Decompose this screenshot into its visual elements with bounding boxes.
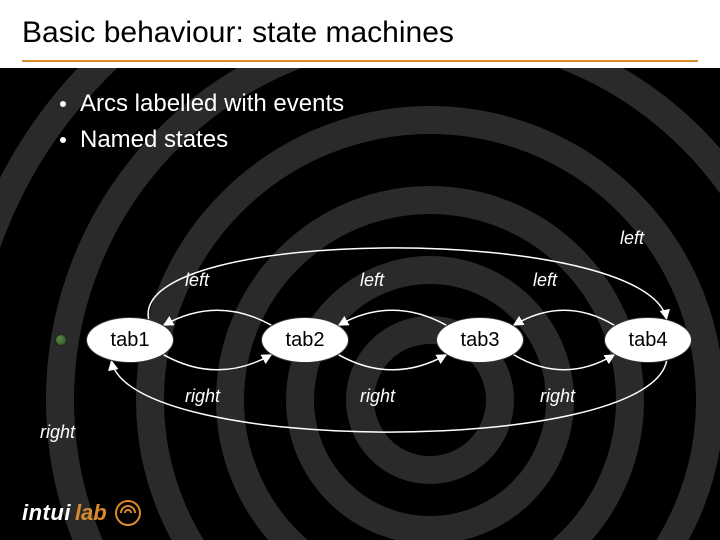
state-node-tab1: tab1	[86, 317, 174, 363]
state-machine-diagram: tab1 tab2 tab3 tab4 right right right left left l…	[0, 210, 720, 470]
title-area: Basic behaviour: state machines	[0, 0, 720, 68]
state-label: tab3	[461, 329, 500, 352]
state-label: tab1	[111, 329, 150, 352]
state-node-tab4: tab4	[604, 317, 692, 363]
bullet-dot-icon	[60, 137, 66, 143]
edge-tab2-tab3	[339, 355, 447, 370]
bullet-dot-icon	[60, 101, 66, 107]
logo-text-intui: intui	[22, 500, 71, 526]
state-label: tab2	[286, 329, 325, 352]
edge-tab2-tab1	[164, 310, 272, 325]
bullet-text: Arcs labelled with events	[80, 90, 344, 118]
logo-mark-icon	[115, 500, 141, 526]
bullet-item: Arcs labelled with events	[60, 90, 720, 118]
edge-label-tab1-tab2: right	[185, 386, 220, 407]
edge-tab3-tab4	[514, 355, 615, 370]
edge-label-tab2-tab1: left	[185, 270, 209, 291]
edge-label-tab3-tab2: left	[360, 270, 384, 291]
state-node-tab3: tab3	[436, 317, 524, 363]
edge-label-tab4-tab1: right	[40, 422, 75, 443]
bullet-list: Arcs labelled with events Named states	[0, 68, 720, 154]
edge-tab4-tab3	[514, 310, 615, 325]
start-marker	[55, 334, 67, 346]
slide-title: Basic behaviour: state machines	[22, 16, 698, 50]
logo: intuilab	[22, 500, 141, 526]
edge-label-tab2-tab3: right	[360, 386, 395, 407]
edge-label-tab3-tab4: right	[540, 386, 575, 407]
bullet-text: Named states	[80, 126, 228, 154]
state-node-tab2: tab2	[261, 317, 349, 363]
edge-label-tab4-tab3: left	[533, 270, 557, 291]
edge-tab1-tab4	[148, 248, 666, 319]
edge-label-tab1-tab4: left	[620, 228, 644, 249]
edge-tab1-tab2	[164, 355, 272, 370]
title-underline	[22, 60, 698, 62]
state-label: tab4	[629, 329, 668, 352]
edge-tab3-tab2	[339, 310, 447, 325]
bullet-item: Named states	[60, 126, 720, 154]
slide-content: Basic behaviour: state machines Arcs lab…	[0, 0, 720, 540]
logo-text-lab: lab	[75, 500, 107, 526]
